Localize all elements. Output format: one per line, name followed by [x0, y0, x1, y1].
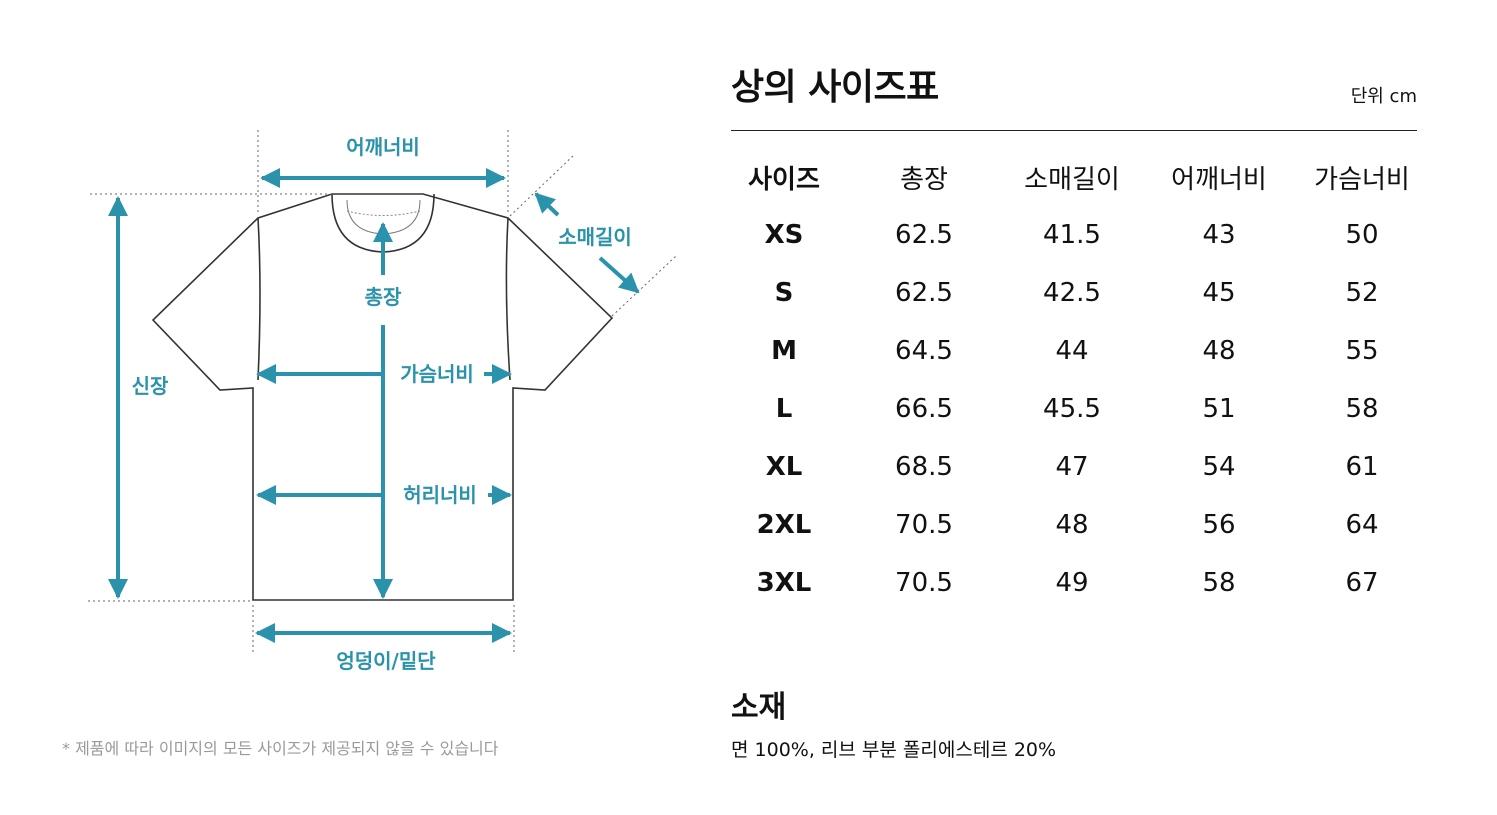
table-row: 3XL 70.5 49 58 67: [711, 554, 1439, 612]
table-row: 2XL 70.5 48 56 64: [711, 496, 1439, 554]
table-cell: 54: [1202, 452, 1236, 482]
hem-width-label: 엉덩이/밑단: [336, 649, 436, 673]
measurement-arrows: [108, 168, 640, 643]
table-cell: 44: [1055, 336, 1089, 366]
size-cell: 3XL: [756, 568, 812, 598]
column-header-chest-width: 가슴너비: [1314, 164, 1410, 195]
table-cell: 70.5: [895, 510, 953, 540]
table-cell: 66.5: [895, 394, 953, 424]
sleeve-length-label: 소매길이: [558, 225, 632, 249]
material-description: 면 100%, 리브 부분 폴리에스테르 20%: [731, 739, 1057, 761]
column-header-sleeve-length: 소매길이: [1024, 164, 1120, 195]
table-cell: 50: [1345, 220, 1379, 250]
table-cell: 41.5: [1043, 220, 1101, 250]
table-cell: 64.5: [895, 336, 953, 366]
waist-width-label: 허리너비: [403, 483, 477, 507]
column-header-total-length: 총장: [900, 164, 948, 195]
table-cell: 62.5: [895, 278, 953, 308]
tshirt-diagram-svg: 어깨너비 소매길이 총장 신장 가슴너비 허리너비 엉덩이/밑단: [88, 130, 677, 673]
table-cell: 58: [1345, 394, 1379, 424]
table-cell: 42.5: [1043, 278, 1101, 308]
table-cell: 67: [1345, 568, 1379, 598]
table-cell: 58: [1202, 568, 1236, 598]
title-divider: [731, 130, 1417, 131]
table-row: L 66.5 45.5 51 58: [711, 380, 1439, 438]
table-cell: 45.5: [1043, 394, 1101, 424]
size-cell: S: [774, 278, 794, 308]
material-title: 소재: [731, 690, 787, 725]
table-row: XS 62.5 41.5 43 50: [711, 206, 1439, 264]
guide-lines: [88, 130, 677, 655]
table-cell: 61: [1345, 452, 1379, 482]
size-cell: 2XL: [756, 510, 812, 540]
chest-width-label: 가슴너비: [400, 362, 474, 386]
table-row: XL 68.5 47 54 61: [711, 438, 1439, 496]
table-cell: 47: [1055, 452, 1089, 482]
size-cell: XS: [764, 220, 804, 250]
size-table: 사이즈 총장 소매길이 어깨너비 가슴너비 XS 62.5 41.5 43 50…: [711, 148, 1439, 612]
table-cell: 70.5: [895, 568, 953, 598]
size-cell: XL: [765, 452, 803, 482]
table-row: S 62.5 42.5 45 52: [711, 264, 1439, 322]
shoulder-width-label: 어깨너비: [346, 135, 420, 159]
table-row: M 64.5 44 48 55: [711, 322, 1439, 380]
table-header-row: 사이즈 총장 소매길이 어깨너비 가슴너비: [711, 148, 1439, 206]
size-chart-title: 상의 사이즈표: [731, 67, 939, 108]
height-label: 신장: [132, 374, 169, 398]
unit-label: 단위 cm: [1350, 86, 1417, 107]
table-cell: 62.5: [895, 220, 953, 250]
diagram-footnote: * 제품에 따라 이미지의 모든 사이즈가 제공되지 않을 수 있습니다: [62, 739, 499, 758]
column-header-shoulder-width: 어깨너비: [1171, 164, 1267, 195]
total-length-label: 총장: [365, 285, 402, 309]
size-cell: L: [775, 394, 793, 424]
table-cell: 45: [1202, 278, 1236, 308]
table-cell: 52: [1345, 278, 1379, 308]
table-cell: 43: [1202, 220, 1236, 250]
table-cell: 51: [1202, 394, 1236, 424]
table-cell: 49: [1055, 568, 1089, 598]
size-cell: M: [771, 336, 797, 366]
table-cell: 56: [1202, 510, 1236, 540]
table-cell: 48: [1055, 510, 1089, 540]
table-cell: 68.5: [895, 452, 953, 482]
column-header-size: 사이즈: [748, 164, 820, 195]
table-cell: 55: [1345, 336, 1379, 366]
table-cell: 64: [1345, 510, 1379, 540]
table-cell: 48: [1202, 336, 1236, 366]
tshirt-measurement-diagram: 어깨너비 소매길이 총장 신장 가슴너비 허리너비 엉덩이/밑단 * 제품에 따…: [0, 0, 700, 815]
